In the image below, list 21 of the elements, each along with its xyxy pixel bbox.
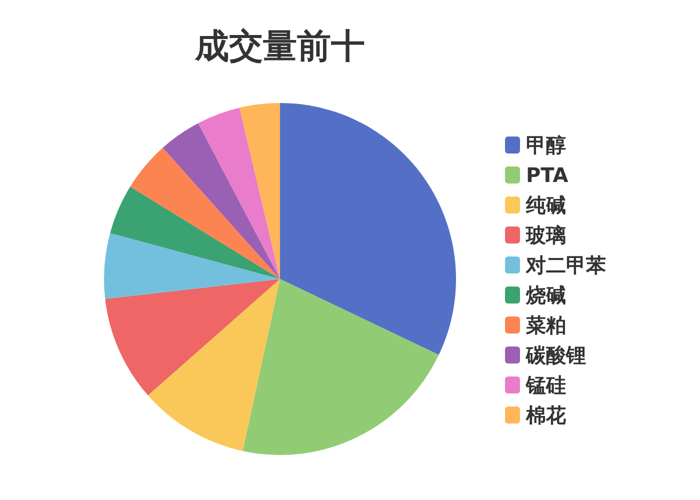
legend-label: 纯碱 — [525, 193, 566, 218]
pie-slice — [110, 186, 280, 279]
pie-slice — [162, 123, 280, 279]
pie-slice — [105, 279, 280, 396]
legend-label: PTA — [526, 163, 569, 188]
legend-label: 棉花 — [525, 403, 567, 428]
chart-title: 成交量前十 — [194, 26, 365, 66]
pie-slice — [130, 148, 280, 279]
pie-slice — [239, 103, 280, 279]
pie-slice — [242, 279, 439, 455]
legend-label: 烧碱 — [525, 283, 566, 308]
pie-slice — [280, 103, 456, 355]
legend-label: 玻璃 — [525, 223, 566, 248]
pie-slice — [104, 233, 280, 299]
legend-label: 锰硅 — [525, 373, 566, 398]
pie-slice — [148, 279, 280, 451]
legend-label: 菜粕 — [525, 313, 566, 338]
legend-label: 碳酸锂 — [525, 343, 586, 368]
legend-label: 对二甲苯 — [525, 253, 606, 278]
pie-slice — [198, 108, 280, 279]
legend-label: 甲醇 — [526, 133, 566, 158]
